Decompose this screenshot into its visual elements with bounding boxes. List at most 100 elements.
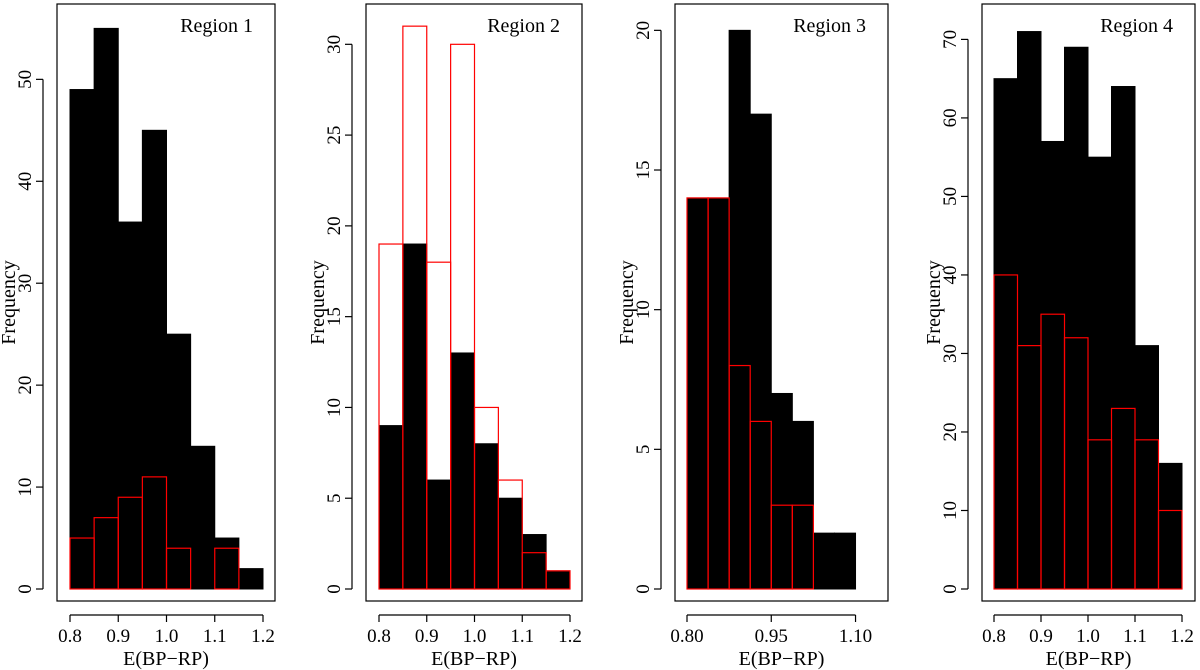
- bar: [214, 537, 240, 590]
- bar: [450, 352, 475, 590]
- bar: [1111, 86, 1136, 590]
- bar: [166, 333, 192, 590]
- bar: [707, 197, 730, 590]
- x-tick-label: 1.0: [463, 626, 487, 647]
- x-tick-label: 0.9: [415, 626, 439, 647]
- bar: [378, 425, 404, 590]
- x-tick-label: 1.2: [558, 626, 582, 647]
- series-total-bars: [69, 27, 264, 590]
- x-axis-title: E(BP−RP): [123, 648, 209, 670]
- y-axis-title: Frequency: [616, 260, 638, 344]
- y-tick-label: 0: [15, 584, 36, 594]
- panel-region-1: 0.8 0.9 1.0 1.1 1.2 0 10 20 30 40 50 E(BP−RP) Freque…: [0, 3, 276, 670]
- y-tick-label: 5: [633, 445, 654, 455]
- bar: [749, 113, 772, 590]
- y-tick-label: 30: [940, 344, 961, 363]
- bar: [69, 89, 95, 590]
- y-tick-label: 50: [940, 187, 961, 206]
- panel-title: Region 3: [793, 15, 866, 37]
- y-tick-label: 0: [324, 584, 345, 594]
- x-axis-title: E(BP−RP): [739, 648, 825, 670]
- bar: [1040, 140, 1065, 590]
- bar: [190, 445, 216, 590]
- y-tick-label: 20: [15, 376, 36, 395]
- bar: [521, 534, 547, 590]
- bar: [214, 547, 240, 590]
- bar: [993, 78, 1018, 590]
- bar: [770, 392, 793, 590]
- x-tick-label: 1.1: [510, 626, 534, 647]
- y-tick-label: 20: [324, 216, 345, 235]
- y-tick-label: 50: [15, 70, 36, 89]
- y-tick-label: 10: [324, 398, 345, 417]
- bar: [1087, 156, 1112, 590]
- x-tick-label: 0.8: [58, 626, 82, 647]
- plot-frame: [674, 3, 889, 602]
- bar: [402, 243, 428, 590]
- y-tick-label: 20: [633, 21, 654, 40]
- plot-frame: [365, 3, 583, 602]
- y-tick-label: 30: [324, 35, 345, 54]
- bar: [141, 476, 168, 590]
- series-subset-bars: [69, 476, 240, 590]
- bar: [497, 479, 523, 590]
- bar: [728, 29, 751, 590]
- series-subset-bars: [686, 197, 814, 590]
- x-tick-label: 1.0: [155, 626, 179, 647]
- bar: [1064, 46, 1089, 590]
- y-tick-label: 10: [633, 300, 654, 319]
- y-axis-title: Frequency: [307, 260, 329, 344]
- y-tick-label: 5: [324, 493, 345, 503]
- y-tick-label: 30: [15, 274, 36, 293]
- bar: [450, 43, 476, 590]
- bar: [426, 479, 452, 590]
- y-tick-label: 0: [940, 584, 961, 594]
- x-tick-label: 0.80: [670, 626, 703, 647]
- bar: [1158, 462, 1183, 590]
- panel-region-2: 0.8 0.9 1.0 1.1 1.2 0 5 10 15 20 25 30 E(BP−RP) Frequ…: [307, 3, 583, 670]
- x-axis-title: E(BP−RP): [431, 648, 517, 670]
- bar: [833, 532, 857, 590]
- bar: [165, 547, 192, 590]
- bar: [474, 443, 499, 590]
- x-tick-label: 0.9: [106, 626, 130, 647]
- bar: [238, 568, 264, 590]
- x-tick-label: 0.8: [367, 626, 391, 647]
- x-tick-label: 0.95: [755, 626, 788, 647]
- y-tick-label: 25: [324, 126, 345, 145]
- x-tick-label: 0.9: [1029, 626, 1053, 647]
- bar: [141, 129, 167, 590]
- x-tick-label: 1.1: [1123, 626, 1147, 647]
- panel-region-4: 0.8 0.9 1.0 1.1 1.2 0 10 20 30 40 50 60 70 E(BP−RP) Fr…: [923, 3, 1196, 670]
- x-tick-label: 1.2: [251, 626, 275, 647]
- y-tick-label: 10: [15, 478, 36, 497]
- panel-title: Region 4: [1100, 15, 1173, 37]
- x-tick-label: 1.10: [839, 626, 872, 647]
- series-subset-bars: [993, 274, 1183, 590]
- y-tick-label: 10: [940, 501, 961, 520]
- y-axis-title: Frequency: [923, 260, 945, 344]
- bar: [1134, 345, 1159, 590]
- plot-frame: [56, 3, 276, 602]
- panel-region-3: 0.80 0.95 1.10 0 5 10 15 20 E(BP−RP) Frequency Reg…: [616, 3, 889, 670]
- x-tick-label: 1.2: [1170, 626, 1194, 647]
- y-tick-label: 60: [940, 108, 961, 127]
- bar: [812, 532, 835, 590]
- bar: [117, 221, 143, 590]
- bar: [791, 504, 814, 590]
- series-total-bars: [686, 29, 857, 590]
- x-tick-label: 1.0: [1076, 626, 1100, 647]
- y-tick-label: 0: [633, 584, 654, 594]
- x-tick-label: 0.8: [982, 626, 1006, 647]
- y-tick-label: 15: [324, 307, 345, 326]
- bar: [1017, 31, 1042, 590]
- y-axis-title: Frequency: [0, 260, 20, 344]
- y-tick-label: 20: [940, 422, 961, 441]
- y-tick-label: 70: [940, 30, 961, 49]
- series-subset-bars: [378, 25, 571, 590]
- panel-title: Region 2: [487, 15, 560, 37]
- bar: [545, 570, 571, 590]
- bar: [686, 197, 709, 590]
- bar: [1157, 509, 1183, 590]
